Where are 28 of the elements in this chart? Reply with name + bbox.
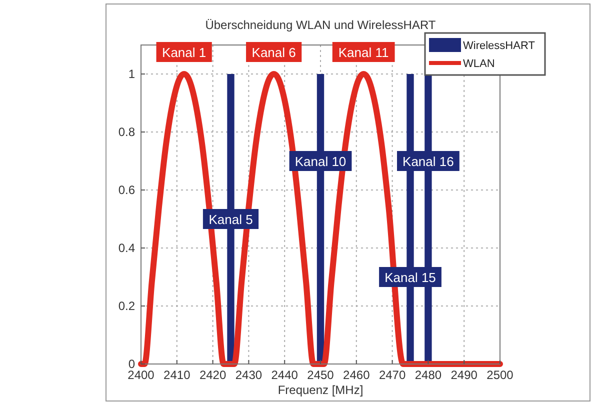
x-axis-title: Frequenz [MHz] (278, 383, 364, 397)
x-tick-label: 2410 (164, 368, 191, 382)
annotation: Kanal 11 (338, 45, 389, 60)
x-tick-label: 2400 (128, 368, 155, 382)
annotation: Kanal 1 (162, 45, 206, 60)
legend-label: WirelessHART (463, 40, 536, 52)
y-tick-label: 0.2 (118, 299, 136, 313)
legend-label: WLAN (463, 58, 495, 70)
y-tick-label: 0.6 (118, 183, 136, 197)
y-tick-label: 0.8 (118, 125, 136, 139)
y-tick-label: 0 (128, 357, 136, 371)
annotation: Kanal 5 (208, 212, 253, 227)
annotation: Kanal 15 (384, 270, 436, 285)
x-tick-label: 2470 (378, 368, 406, 382)
x-tick-label: 2430 (235, 368, 262, 382)
chart-title: Überschneidung WLAN und WirelessHART (205, 18, 436, 32)
x-tick-label: 2460 (343, 368, 370, 382)
x-tick-label: 2420 (199, 368, 226, 382)
x-tick-label: 2500 (486, 368, 514, 382)
x-tick-label: 2450 (307, 368, 334, 382)
x-tick-label: 2440 (271, 368, 298, 382)
annotation: Kanal 10 (294, 154, 346, 169)
y-tick-label: 0.4 (118, 241, 136, 255)
y-tick-label: 1 (128, 67, 136, 81)
annotation: Kanal 6 (252, 45, 296, 60)
x-tick-label: 2490 (450, 368, 478, 382)
x-tick-label: 2480 (414, 368, 442, 382)
annotation: Kanal 16 (402, 154, 454, 169)
